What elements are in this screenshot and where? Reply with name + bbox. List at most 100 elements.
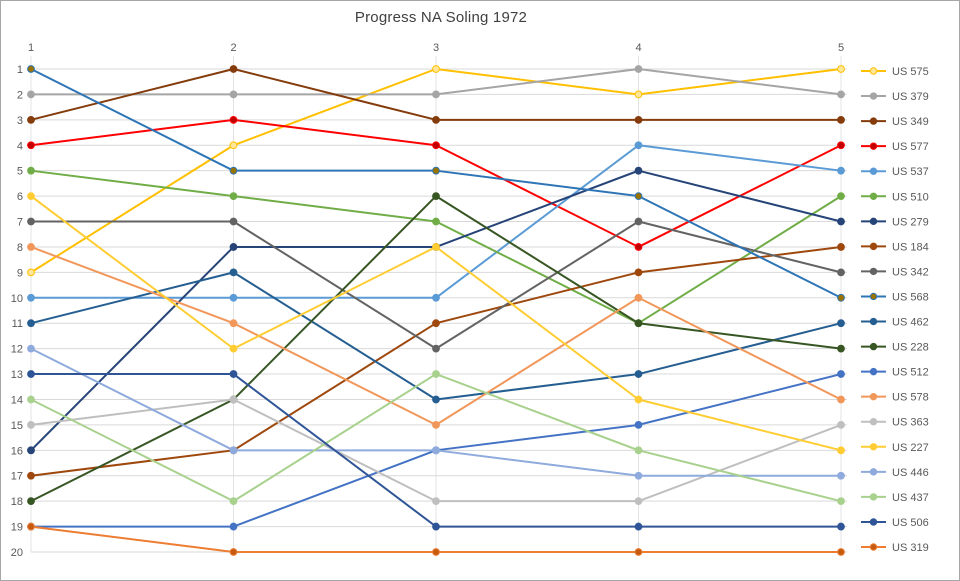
chart-title: Progress NA Soling 1972 bbox=[354, 9, 528, 26]
series-marker-us-379 bbox=[432, 90, 440, 99]
y-axis-tick: 2 bbox=[17, 89, 23, 101]
legend-item-us-319: US 319 bbox=[861, 542, 929, 554]
y-axis-tick: 13 bbox=[11, 369, 23, 381]
series-us-568 bbox=[27, 65, 845, 302]
series-marker-us-510 bbox=[837, 192, 845, 201]
legend-item-us-575: US 575 bbox=[861, 66, 929, 78]
legend-label-us-510: US 510 bbox=[892, 191, 929, 203]
series-marker-us-342 bbox=[27, 217, 35, 226]
series-marker-us-363 bbox=[27, 420, 35, 429]
series-marker-us-506 bbox=[229, 370, 238, 378]
series-marker-us-437 bbox=[229, 497, 238, 506]
series-marker-us-575 bbox=[634, 90, 643, 99]
series-marker-us-510 bbox=[27, 166, 35, 175]
series-marker-us-342 bbox=[432, 344, 440, 353]
legend: US 575 US 379 US 349 US 577 US 537 US 510 US 2… bbox=[861, 66, 929, 554]
y-axis-tick: 7 bbox=[17, 217, 23, 229]
series-us-577 bbox=[27, 115, 845, 251]
series-marker-us-446 bbox=[27, 344, 35, 353]
legend-swatch-marker-us-568 bbox=[869, 292, 878, 301]
y-axis-tick: 3 bbox=[17, 115, 23, 127]
series-us-506 bbox=[27, 370, 845, 531]
legend-item-us-279: US 279 bbox=[861, 216, 929, 228]
legend-swatch-marker-us-512 bbox=[869, 367, 878, 376]
series-marker-us-363 bbox=[837, 420, 845, 429]
series-marker-us-506 bbox=[27, 370, 35, 378]
legend-label-us-568: US 568 bbox=[892, 291, 929, 303]
series-marker-us-228 bbox=[837, 344, 845, 353]
series-marker-us-228 bbox=[432, 192, 440, 201]
series-lines bbox=[27, 65, 845, 556]
series-marker-us-568 bbox=[432, 166, 440, 175]
legend-item-us-228: US 228 bbox=[861, 342, 929, 354]
series-marker-us-512 bbox=[229, 522, 238, 531]
legend-swatch-marker-us-379 bbox=[869, 92, 878, 100]
series-marker-us-227 bbox=[27, 192, 35, 201]
legend-item-us-506: US 506 bbox=[861, 517, 929, 529]
series-marker-us-227 bbox=[432, 243, 440, 251]
series-marker-us-184 bbox=[634, 268, 643, 277]
series-marker-us-227 bbox=[634, 395, 643, 404]
series-marker-us-379 bbox=[229, 90, 238, 99]
legend-swatch-marker-us-437 bbox=[869, 493, 878, 501]
legend-swatch-marker-us-510 bbox=[869, 192, 878, 200]
series-marker-us-506 bbox=[837, 522, 845, 531]
series-marker-us-577 bbox=[27, 141, 35, 150]
series-marker-us-437 bbox=[27, 395, 35, 404]
series-marker-us-446 bbox=[229, 446, 238, 455]
series-marker-us-437 bbox=[634, 446, 643, 455]
series-marker-us-363 bbox=[634, 497, 643, 506]
series-marker-us-512 bbox=[634, 420, 643, 429]
y-axis-tick: 20 bbox=[11, 547, 23, 559]
legend-item-us-446: US 446 bbox=[861, 467, 929, 479]
y-axis-tick: 6 bbox=[17, 191, 23, 203]
y-axis-tick: 17 bbox=[11, 471, 23, 483]
series-marker-us-537 bbox=[432, 293, 440, 302]
legend-item-us-437: US 437 bbox=[861, 492, 929, 504]
legend-swatch-marker-us-578 bbox=[869, 392, 878, 401]
legend-swatch-marker-us-349 bbox=[869, 117, 878, 125]
series-marker-us-537 bbox=[634, 141, 643, 150]
legend-label-us-227: US 227 bbox=[892, 442, 929, 454]
series-marker-us-446 bbox=[432, 446, 440, 455]
series-marker-us-342 bbox=[837, 268, 845, 277]
legend-item-us-510: US 510 bbox=[861, 191, 929, 203]
series-marker-us-319 bbox=[837, 548, 845, 556]
series-marker-us-575 bbox=[432, 65, 440, 73]
series-marker-us-568 bbox=[634, 192, 643, 201]
y-axis-tick: 12 bbox=[11, 344, 23, 356]
legend-item-us-577: US 577 bbox=[861, 141, 929, 153]
y-axis-tick: 5 bbox=[17, 166, 23, 178]
series-marker-us-506 bbox=[432, 522, 440, 531]
y-axis-tick: 4 bbox=[17, 140, 23, 152]
legend-label-us-437: US 437 bbox=[892, 492, 929, 504]
legend-item-us-568: US 568 bbox=[861, 291, 929, 303]
series-marker-us-446 bbox=[837, 471, 845, 480]
legend-label-us-506: US 506 bbox=[892, 517, 929, 529]
series-marker-us-228 bbox=[27, 497, 35, 506]
series-marker-us-319 bbox=[27, 522, 35, 531]
series-marker-us-537 bbox=[837, 166, 845, 175]
legend-label-us-578: US 578 bbox=[892, 392, 929, 404]
legend-swatch-marker-us-446 bbox=[869, 468, 878, 476]
legend-swatch-marker-us-184 bbox=[869, 242, 878, 251]
series-marker-us-537 bbox=[229, 293, 238, 302]
legend-label-us-577: US 577 bbox=[892, 141, 929, 153]
legend-item-us-537: US 537 bbox=[861, 166, 929, 178]
y-axis-tick: 10 bbox=[11, 293, 23, 305]
legend-label-us-537: US 537 bbox=[892, 166, 929, 178]
series-us-349 bbox=[27, 65, 845, 124]
y-axis-tick: 18 bbox=[11, 496, 23, 508]
series-marker-us-379 bbox=[837, 90, 845, 99]
legend-label-us-462: US 462 bbox=[892, 317, 929, 329]
y-axis-tick: 1 bbox=[17, 64, 23, 76]
series-marker-us-319 bbox=[432, 548, 440, 556]
series-marker-us-279 bbox=[27, 446, 35, 455]
series-marker-us-227 bbox=[837, 446, 845, 455]
x-axis-tick: 4 bbox=[635, 42, 641, 54]
series-marker-us-578 bbox=[634, 293, 643, 302]
y-axis-tick: 11 bbox=[12, 318, 23, 330]
series-marker-us-462 bbox=[229, 268, 238, 277]
